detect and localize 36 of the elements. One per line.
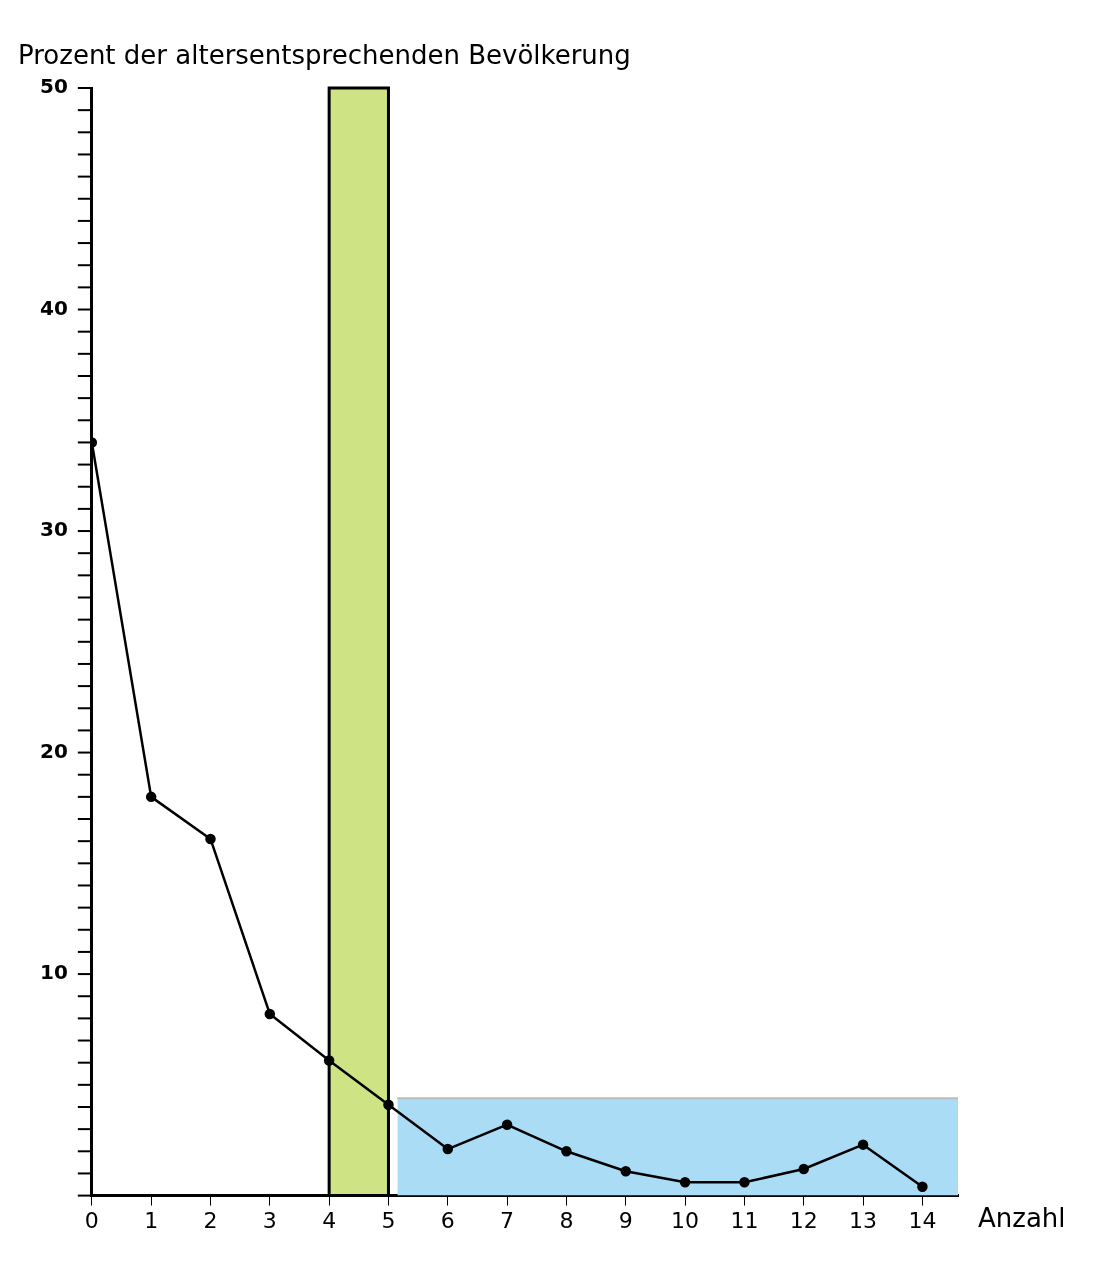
y-tick-label: 20 bbox=[39, 738, 68, 763]
point bbox=[679, 1177, 691, 1188]
point bbox=[145, 791, 157, 803]
point bbox=[205, 833, 216, 845]
x-tick-label: 8 bbox=[559, 1207, 574, 1233]
x-tick-label: 4 bbox=[322, 1207, 337, 1233]
x-tick-label: 10 bbox=[671, 1207, 700, 1233]
y-tick-label: 40 bbox=[39, 295, 68, 320]
y-tick-label: 30 bbox=[39, 517, 68, 542]
x-tick-label: 7 bbox=[500, 1207, 515, 1233]
point bbox=[442, 1143, 454, 1155]
x-tick-label: 13 bbox=[849, 1207, 878, 1233]
point bbox=[501, 1119, 513, 1130]
point bbox=[620, 1165, 632, 1177]
y-tick-label: 10 bbox=[39, 960, 68, 985]
point bbox=[264, 1008, 276, 1020]
x-tick-label: 1 bbox=[144, 1207, 159, 1233]
point bbox=[739, 1177, 750, 1188]
point bbox=[798, 1163, 809, 1175]
x-tick-label: 9 bbox=[618, 1207, 633, 1233]
x-tick-label: 14 bbox=[908, 1207, 937, 1233]
x-tick-label: 0 bbox=[84, 1207, 99, 1233]
y-tick-label: 50 bbox=[39, 74, 68, 99]
point bbox=[383, 1099, 394, 1111]
x-tick-label: 11 bbox=[730, 1207, 759, 1233]
x-axis-title: Anzahl bbox=[978, 1203, 1066, 1234]
x-tick-label: 12 bbox=[789, 1207, 818, 1233]
x-tick-label: 5 bbox=[381, 1207, 396, 1233]
point bbox=[323, 1055, 335, 1066]
point bbox=[857, 1139, 869, 1150]
x-tick-label: 2 bbox=[203, 1207, 218, 1233]
y-axis-title: Prozent der altersentsprechenden Bevölkerung bbox=[18, 39, 631, 70]
x-tick-label: 3 bbox=[262, 1207, 277, 1233]
x-tick-label: 6 bbox=[440, 1207, 455, 1233]
point bbox=[561, 1146, 572, 1157]
point bbox=[917, 1181, 928, 1192]
